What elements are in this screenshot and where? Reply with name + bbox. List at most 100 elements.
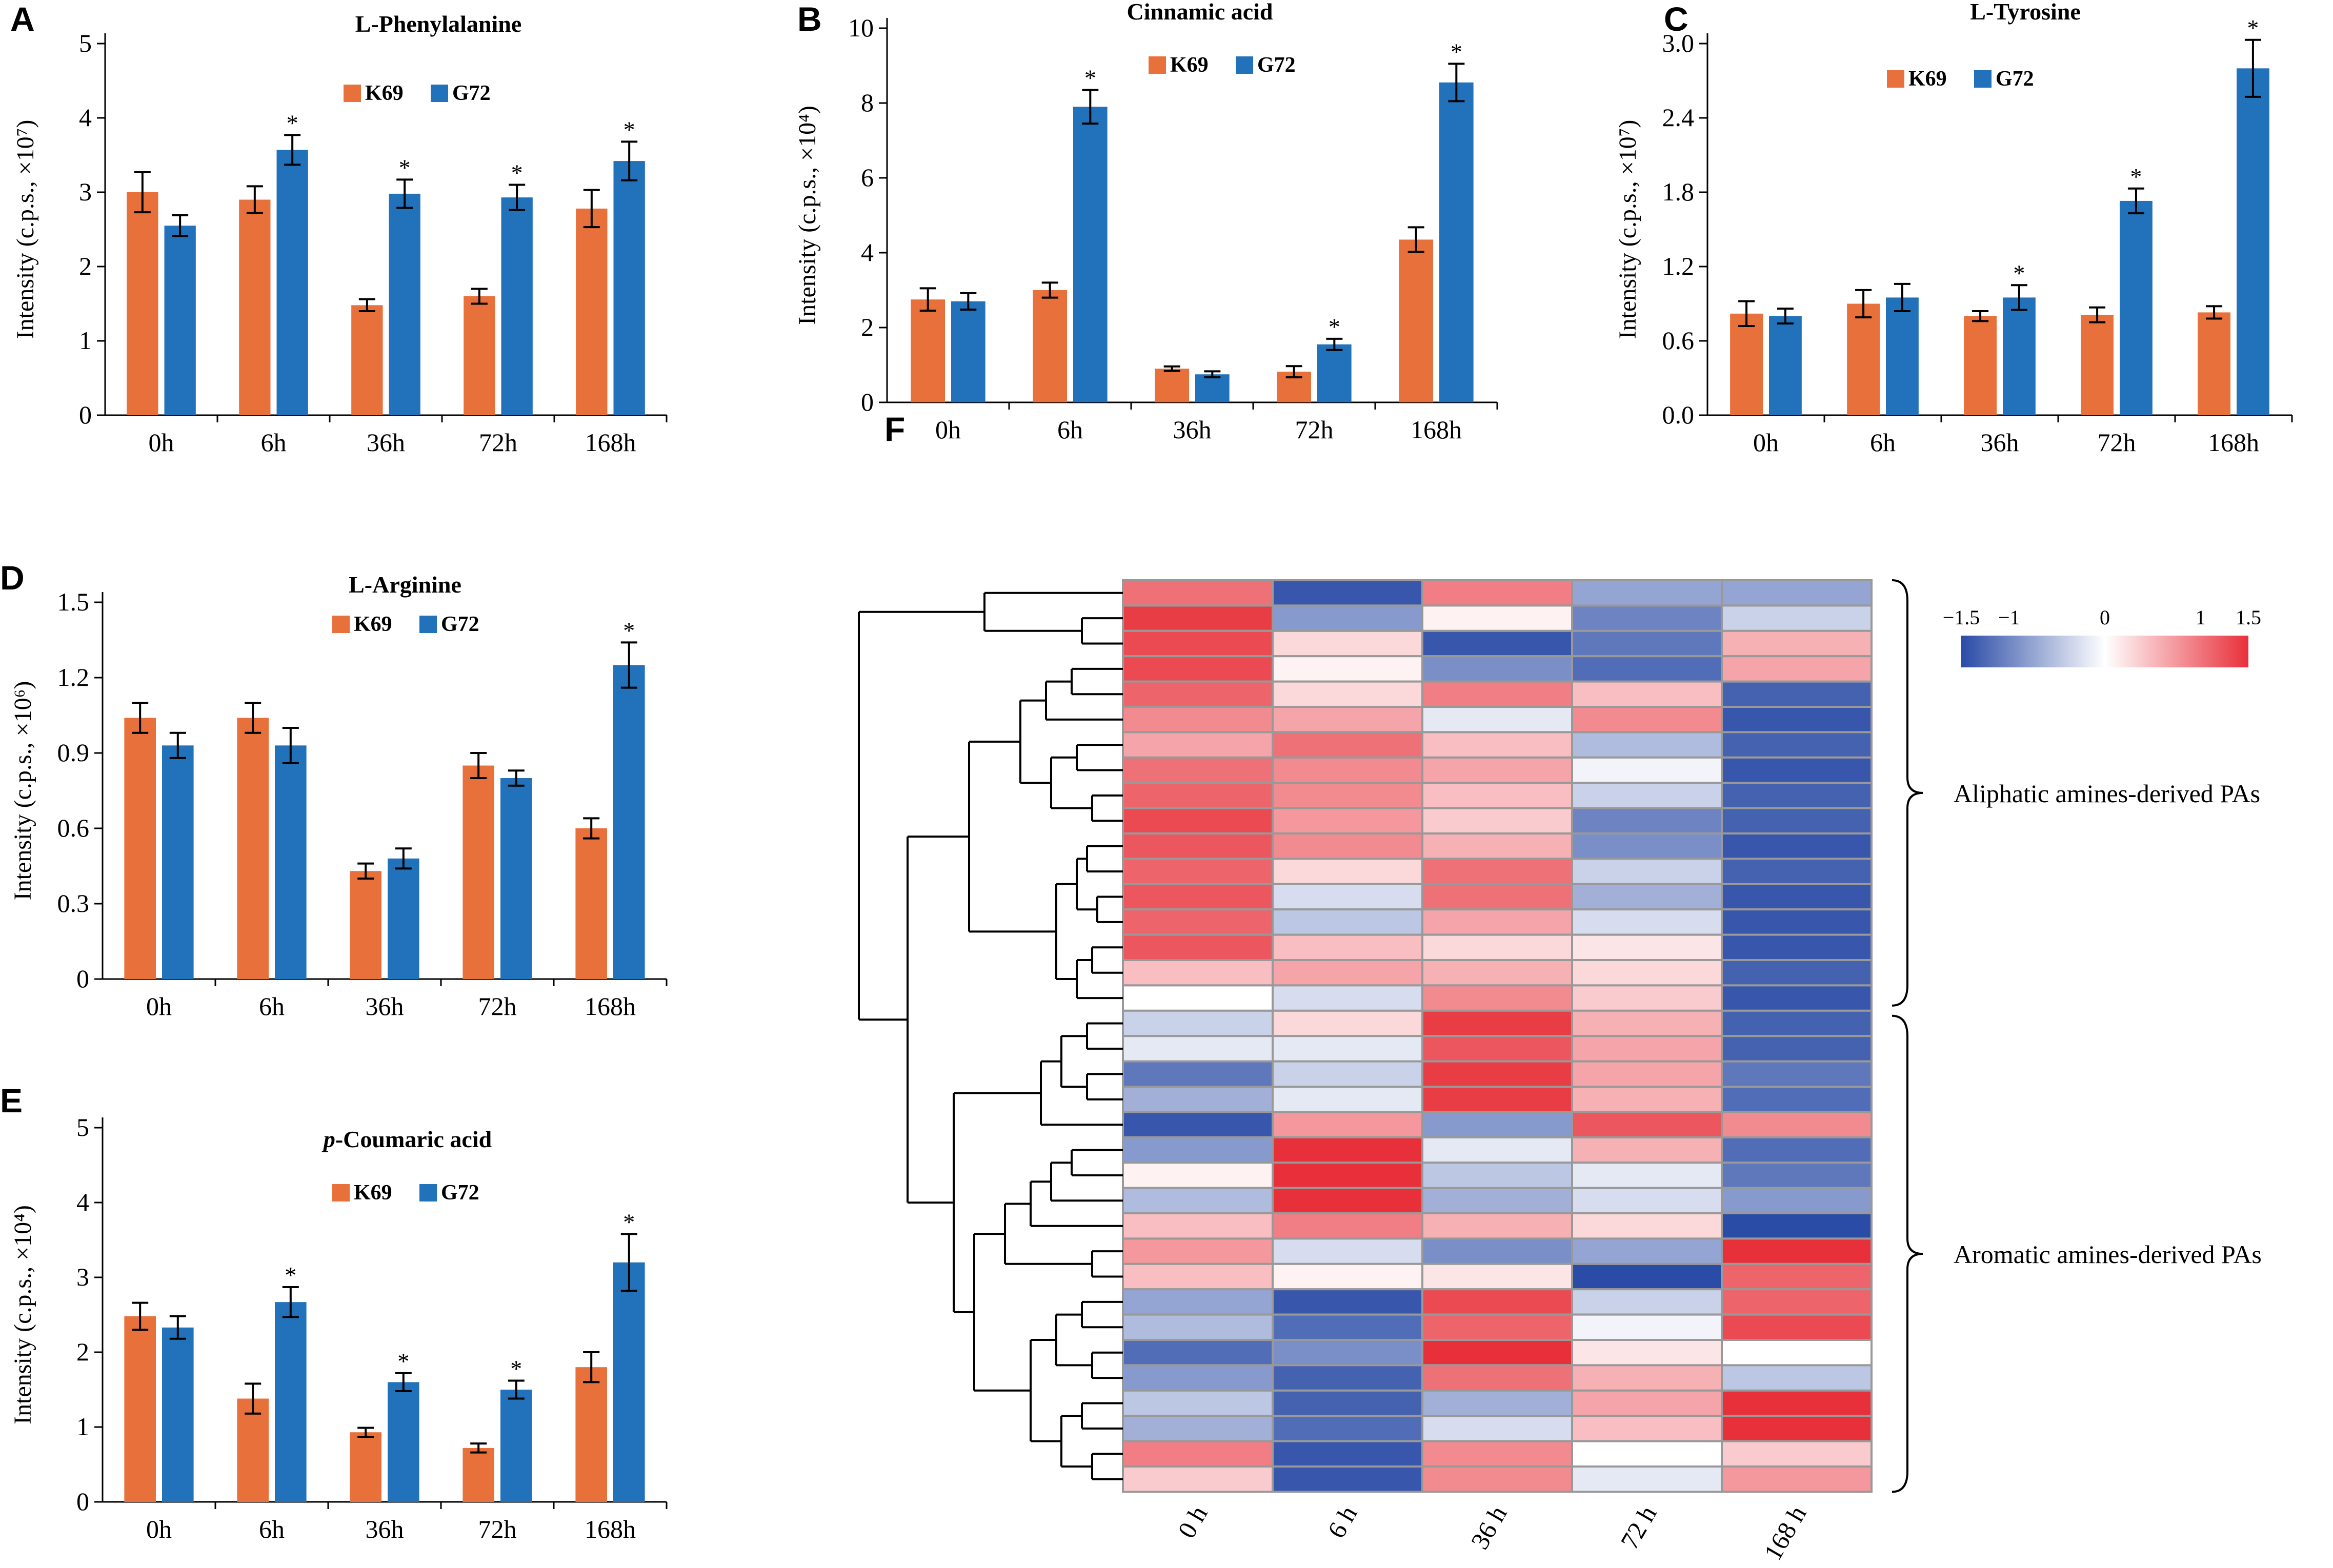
heatmap-cell xyxy=(1421,1187,1573,1215)
heatmap-cell xyxy=(1721,782,1873,809)
heatmap-cell xyxy=(1571,832,1723,860)
bar-k69 xyxy=(576,208,608,415)
significance-star: * xyxy=(2130,164,2142,190)
group-bracket xyxy=(1892,579,1923,1007)
y-tick-label: 0.6 xyxy=(1662,326,1695,355)
y-tick-label: 0.3 xyxy=(57,889,90,918)
heatmap-cell xyxy=(1122,1162,1274,1189)
heatmap-cell xyxy=(1721,883,1873,911)
legend-label: K69 xyxy=(365,82,404,105)
y-tick-label: 0 xyxy=(76,1487,89,1516)
heatmap-cell xyxy=(1272,1339,1423,1367)
bar-g72 xyxy=(2120,200,2153,415)
heatmap-cell xyxy=(1122,1339,1274,1367)
heatmap-cell xyxy=(1272,1060,1423,1088)
y-tick-label: 0.0 xyxy=(1662,400,1695,429)
heatmap-cell xyxy=(1571,1187,1723,1215)
heatmap-cell xyxy=(1721,1212,1873,1240)
heatmap-cell xyxy=(1571,1262,1723,1291)
heatmap-cell xyxy=(1272,629,1423,658)
chart-panel-e: Ep-Coumaric acid Intensity (c.p.s., ×10⁴)… xyxy=(0,1082,668,1543)
heatmap-cell xyxy=(1571,629,1723,658)
heatmap-cell xyxy=(1122,680,1274,708)
heatmap-cell xyxy=(1571,782,1723,809)
heatmap-cell xyxy=(1421,782,1573,809)
heatmap-cell xyxy=(1272,908,1423,936)
bar-k69 xyxy=(1730,313,1763,415)
heatmap-cell xyxy=(1571,1465,1723,1493)
y-tick-label: 10 xyxy=(848,13,874,42)
bar-g72 xyxy=(1195,374,1230,402)
bar-g72 xyxy=(389,193,420,415)
heatmap-cell xyxy=(1721,1339,1873,1367)
bar-k69 xyxy=(124,718,156,979)
heatmap-cell xyxy=(1122,908,1274,936)
group-bracket xyxy=(1892,1014,1923,1493)
bar-k69 xyxy=(124,1316,156,1502)
x-tick-label: 72h xyxy=(478,992,517,1021)
heatmap-cell xyxy=(1721,1237,1873,1265)
y-tick-label: 2 xyxy=(861,313,874,341)
color-scale-label: 0 xyxy=(2100,606,2110,629)
bar-k69 xyxy=(350,871,381,979)
y-tick-label: 1 xyxy=(76,1412,89,1441)
heatmap-cell xyxy=(1272,1364,1423,1392)
heatmap-cell xyxy=(1571,1288,1723,1316)
heatmap-column-label: 168 h xyxy=(1758,1501,1812,1565)
heatmap-cell xyxy=(1571,959,1723,987)
heatmap-cell xyxy=(1122,1364,1274,1392)
heatmap-cell xyxy=(1571,1440,1723,1468)
heatmap-cell xyxy=(1122,782,1274,809)
heatmap-cell xyxy=(1571,604,1723,632)
heatmap-cell xyxy=(1421,908,1573,936)
x-tick-label: 6h xyxy=(259,992,285,1021)
bar-g72 xyxy=(1073,107,1108,403)
heatmap-cell xyxy=(1272,1262,1423,1291)
heatmap-cell xyxy=(1272,1415,1423,1442)
y-tick-label: 4 xyxy=(76,1188,89,1216)
bar-g72 xyxy=(275,1302,307,1502)
bar-k69 xyxy=(462,1448,494,1502)
panel-letter: A xyxy=(10,0,35,38)
heatmap-cell xyxy=(1272,1136,1423,1164)
heatmap-cell xyxy=(1122,1288,1274,1316)
significance-star: * xyxy=(397,1348,409,1374)
y-tick-label: 0 xyxy=(76,964,89,993)
x-tick-label: 36h xyxy=(1173,415,1212,444)
x-tick-label: 6h xyxy=(1870,428,1896,457)
heatmap-cell xyxy=(1122,1237,1274,1265)
x-tick-label: 0h xyxy=(146,992,172,1021)
color-scale-label: −1.5 xyxy=(1943,606,1980,629)
heatmap-cell xyxy=(1421,1465,1573,1493)
x-tick-label: 6h xyxy=(259,1515,285,1543)
heatmap-cell xyxy=(1421,959,1573,987)
heatmap-cell xyxy=(1721,706,1873,734)
legend-swatch-g72 xyxy=(1236,56,1253,74)
heatmap-cell xyxy=(1122,959,1274,987)
heatmap-cell xyxy=(1721,1389,1873,1417)
heatmap-cell xyxy=(1272,1086,1423,1113)
heatmap-cell xyxy=(1721,680,1873,708)
heatmap-cell xyxy=(1721,1035,1873,1063)
heatmap-cell xyxy=(1571,1237,1723,1265)
heatmap-cell xyxy=(1122,604,1274,632)
significance-star: * xyxy=(1451,38,1462,65)
heatmap-cell xyxy=(1421,579,1573,607)
bar-k69 xyxy=(237,1398,269,1502)
legend-label: K69 xyxy=(354,613,392,636)
heatmap-cell xyxy=(1421,756,1573,784)
heatmap-cell xyxy=(1571,908,1723,936)
bar-k69 xyxy=(464,296,495,415)
heatmap-cell xyxy=(1421,1339,1573,1367)
heatmap-cell xyxy=(1571,1339,1723,1367)
heatmap-cell xyxy=(1571,858,1723,885)
significance-star: * xyxy=(510,1355,522,1381)
heatmap-cell xyxy=(1122,706,1274,734)
heatmap-cell xyxy=(1421,832,1573,860)
heatmap-cell xyxy=(1571,1389,1723,1417)
chart-title-rest: -Coumaric acid xyxy=(335,1126,492,1152)
legend-label: G72 xyxy=(441,613,479,636)
heatmap-cell xyxy=(1571,1313,1723,1341)
heatmap-cell xyxy=(1122,579,1274,607)
heatmap-column-label: 36 h xyxy=(1465,1501,1512,1554)
